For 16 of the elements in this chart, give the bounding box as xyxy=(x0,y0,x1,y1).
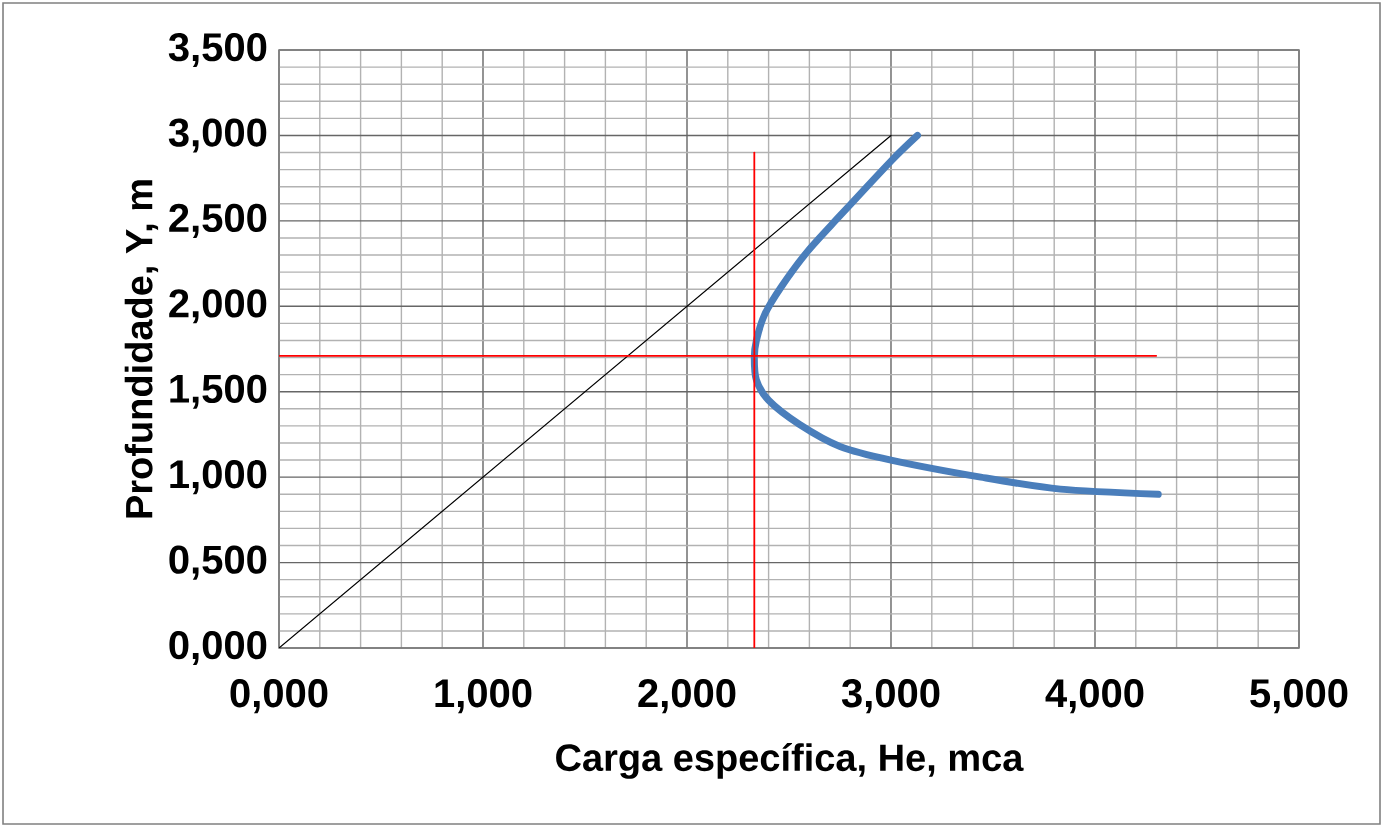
y-tick-label: 1,000 xyxy=(170,460,267,495)
y-tick-label: 3,500 xyxy=(168,32,267,68)
y-axis-title: Profundidade, Y, m xyxy=(124,180,159,518)
x-tick-label: 3,000 xyxy=(841,679,940,714)
x-tick-label: 2,000 xyxy=(638,679,736,714)
x-axis-title: Carga específica, He, mca xyxy=(556,742,1024,779)
y-tick-label: 0,500 xyxy=(169,545,267,580)
x-tick-label: 4,000 xyxy=(1045,679,1144,714)
y-tick-label: 2,500 xyxy=(169,203,267,238)
x-tick-label: 5,000 xyxy=(1250,679,1348,714)
y-tick-label: 2,000 xyxy=(169,289,267,324)
y-tick-label: 1,500 xyxy=(170,374,267,409)
x-tick-label: 1,000 xyxy=(435,679,532,714)
y-tick-label: 3,000 xyxy=(168,118,267,153)
x-tick-label: 0,000 xyxy=(230,679,328,714)
y-tick-label: 0,000 xyxy=(169,630,267,666)
